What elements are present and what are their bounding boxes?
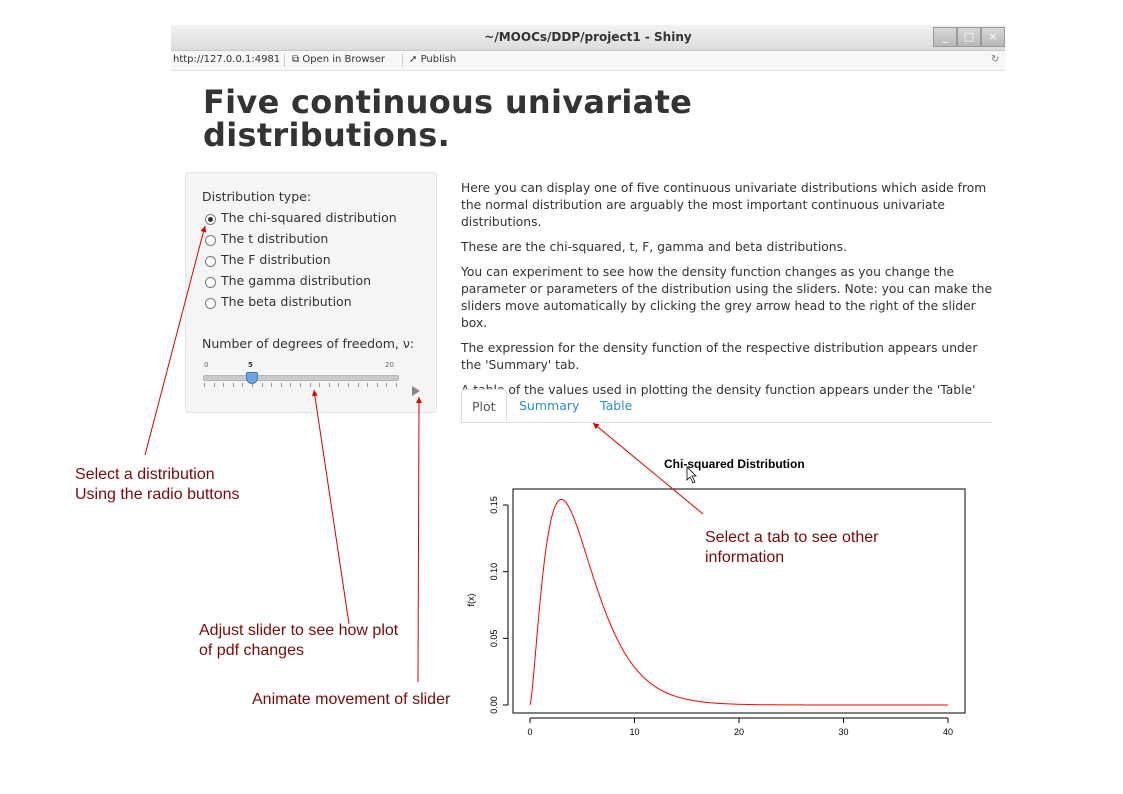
slider-tick [271, 383, 273, 387]
slider-tick [261, 383, 263, 387]
plot-title: Chi-squared Distribution [664, 457, 805, 471]
radio-annotation: Select a distribution Using the radio bu… [75, 465, 240, 505]
open-in-browser-label: Open in Browser [302, 54, 386, 65]
window-title: ~/MOOCs/DDP/project1 - Shiny [484, 30, 692, 44]
slider-tick [338, 383, 340, 387]
y-axis: 0.00 0.05 0.10 0.15 [489, 496, 509, 714]
description-paragraph: These are the chi-squared, t, F, gamma a… [461, 240, 847, 254]
y-tick-label: 0.05 [489, 630, 499, 648]
slider-tick [376, 383, 378, 387]
description-paragraph: The expression for the density function … [461, 341, 978, 372]
slider-tick [396, 383, 397, 387]
radio-button[interactable] [205, 256, 216, 267]
slider-max: 20 [385, 361, 394, 369]
tab-arrow [592, 422, 704, 515]
radio-label: The F distribution [221, 252, 331, 267]
slider-tick [386, 383, 388, 387]
title-bar: ~/MOOCs/DDP/project1 - Shiny _ □ × [171, 25, 1005, 51]
maximize-button[interactable]: □ [957, 27, 981, 47]
radio-arrow [144, 225, 207, 456]
tab-summary[interactable]: Summary [519, 398, 580, 413]
slider-track[interactable] [203, 375, 399, 381]
x-tick-label: 30 [838, 727, 848, 737]
slider-tick [242, 383, 244, 387]
slider-tick [348, 383, 349, 387]
publish-button[interactable]: ➚ Publish [409, 54, 456, 65]
radio-label: The t distribution [221, 231, 329, 246]
y-tick-label: 0.15 [489, 496, 499, 514]
distribution-type-label: Distribution type: [202, 189, 312, 204]
animate-arrow [415, 396, 422, 683]
slider-arrow [311, 389, 350, 625]
slider-tick [319, 383, 321, 387]
annotation-line: Select a tab to see other [705, 529, 879, 546]
slider-tick [252, 383, 253, 387]
refresh-icon[interactable]: ↻ [991, 54, 1000, 65]
x-axis: 0 10 20 30 40 [527, 717, 953, 737]
url-text: http://127.0.0.1:4981 [173, 54, 281, 65]
open-in-browser-button[interactable]: ⧉ Open in Browser [292, 54, 385, 65]
publish-label: Publish [420, 54, 457, 65]
close-button[interactable]: × [981, 27, 1005, 47]
slider-tick [357, 383, 359, 387]
play-icon[interactable] [412, 386, 420, 396]
annotation-line: of pdf changes [199, 642, 304, 659]
divider [284, 54, 285, 67]
tab-annotation: Select a tab to see other information [705, 528, 878, 568]
slider-tick [223, 383, 225, 387]
annotation-line: Adjust slider to see how plot [199, 622, 399, 639]
slider-tick [309, 383, 311, 387]
slider-value: 5 [248, 361, 253, 369]
description: Here you can display one of five continu… [461, 180, 996, 424]
cursor-icon [686, 466, 697, 484]
slider-label: Number of degrees of freedom, ν: [202, 336, 415, 351]
slider-tick [367, 383, 369, 387]
tab-plot[interactable]: Plot [461, 389, 507, 422]
slider-tick [213, 383, 215, 387]
slider-tick [204, 383, 205, 387]
sidebar-panel: Distribution type: The chi-squared distr… [185, 172, 437, 413]
density-curve [529, 498, 948, 706]
radio-button[interactable] [205, 277, 216, 288]
annotation-line: information [705, 549, 785, 566]
plot-frame [512, 488, 966, 714]
tab-table[interactable]: Table [600, 398, 633, 413]
slider-tick [290, 383, 292, 387]
viewer-toolbar: http://127.0.0.1:4981 ⧉ Open in Browser … [171, 51, 1005, 71]
radio-button[interactable] [205, 298, 216, 309]
radio-label: The chi-squared distribution [221, 210, 397, 225]
slider-tick [232, 383, 234, 387]
x-tick-label: 40 [943, 727, 953, 737]
annotation-line: Using the radio buttons [75, 486, 240, 503]
x-tick-label: 0 [527, 727, 532, 737]
slider-tick [328, 383, 330, 387]
radio-button[interactable] [205, 214, 216, 225]
x-tick-label: 10 [629, 727, 639, 737]
x-tick-label: 20 [734, 727, 744, 737]
page-title: Five continuous univariate distributions… [203, 83, 693, 154]
description-paragraph: Here you can display one of five continu… [461, 181, 987, 229]
slider-annotation: Adjust slider to see how plot of pdf cha… [199, 621, 398, 661]
slider-tick [300, 383, 301, 387]
publish-icon: ➚ [409, 54, 418, 65]
tab-bar: Plot Summary Table [461, 389, 992, 423]
animate-annotation: Animate movement of slider [252, 691, 451, 708]
minimize-button[interactable]: _ [933, 27, 957, 47]
radio-button[interactable] [205, 235, 216, 246]
y-tick-label: 0.00 [489, 696, 499, 714]
radio-label: The gamma distribution [221, 273, 372, 288]
annotation-line: Select a distribution [75, 466, 215, 483]
browser-icon: ⧉ [292, 54, 300, 65]
divider [402, 54, 403, 67]
radio-label: The beta distribution [221, 294, 352, 309]
y-axis-label: f(x) [466, 594, 476, 607]
slider-tick [280, 383, 282, 387]
description-paragraph: You can experiment to see how the densit… [461, 265, 993, 330]
slider-min: 0 [204, 361, 209, 369]
y-tick-label: 0.10 [489, 563, 499, 581]
